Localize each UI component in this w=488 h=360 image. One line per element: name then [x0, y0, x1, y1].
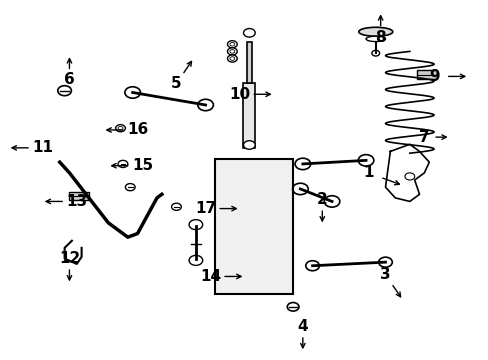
- Text: 4: 4: [297, 319, 307, 334]
- Text: 7: 7: [418, 130, 429, 145]
- Circle shape: [227, 48, 237, 55]
- Text: 8: 8: [375, 30, 385, 45]
- Circle shape: [371, 50, 379, 56]
- Text: 16: 16: [127, 122, 148, 138]
- Circle shape: [229, 57, 234, 60]
- Text: 15: 15: [132, 158, 153, 173]
- Circle shape: [118, 126, 122, 130]
- Text: 10: 10: [228, 87, 250, 102]
- Text: 2: 2: [316, 192, 327, 207]
- Circle shape: [125, 184, 135, 191]
- Text: 14: 14: [200, 269, 221, 284]
- Text: 1: 1: [363, 165, 373, 180]
- Circle shape: [118, 160, 127, 167]
- Ellipse shape: [366, 36, 385, 41]
- Circle shape: [404, 173, 414, 180]
- Ellipse shape: [358, 27, 392, 36]
- Text: 9: 9: [428, 69, 439, 84]
- Circle shape: [243, 141, 255, 149]
- Bar: [243, 83, 255, 148]
- Circle shape: [171, 203, 181, 210]
- Circle shape: [116, 125, 125, 132]
- Circle shape: [243, 28, 255, 37]
- Bar: [215, 158, 292, 294]
- Text: 11: 11: [32, 140, 53, 156]
- Circle shape: [229, 42, 234, 46]
- Text: 6: 6: [64, 72, 75, 87]
- Text: 12: 12: [59, 251, 80, 266]
- Bar: [416, 70, 436, 79]
- Text: 5: 5: [171, 76, 182, 91]
- Bar: [246, 42, 251, 83]
- Circle shape: [229, 50, 234, 53]
- Text: 17: 17: [195, 201, 216, 216]
- Text: 3: 3: [379, 267, 390, 282]
- Circle shape: [227, 55, 237, 62]
- Bar: [69, 192, 89, 201]
- Text: 13: 13: [66, 194, 87, 209]
- Circle shape: [227, 41, 237, 48]
